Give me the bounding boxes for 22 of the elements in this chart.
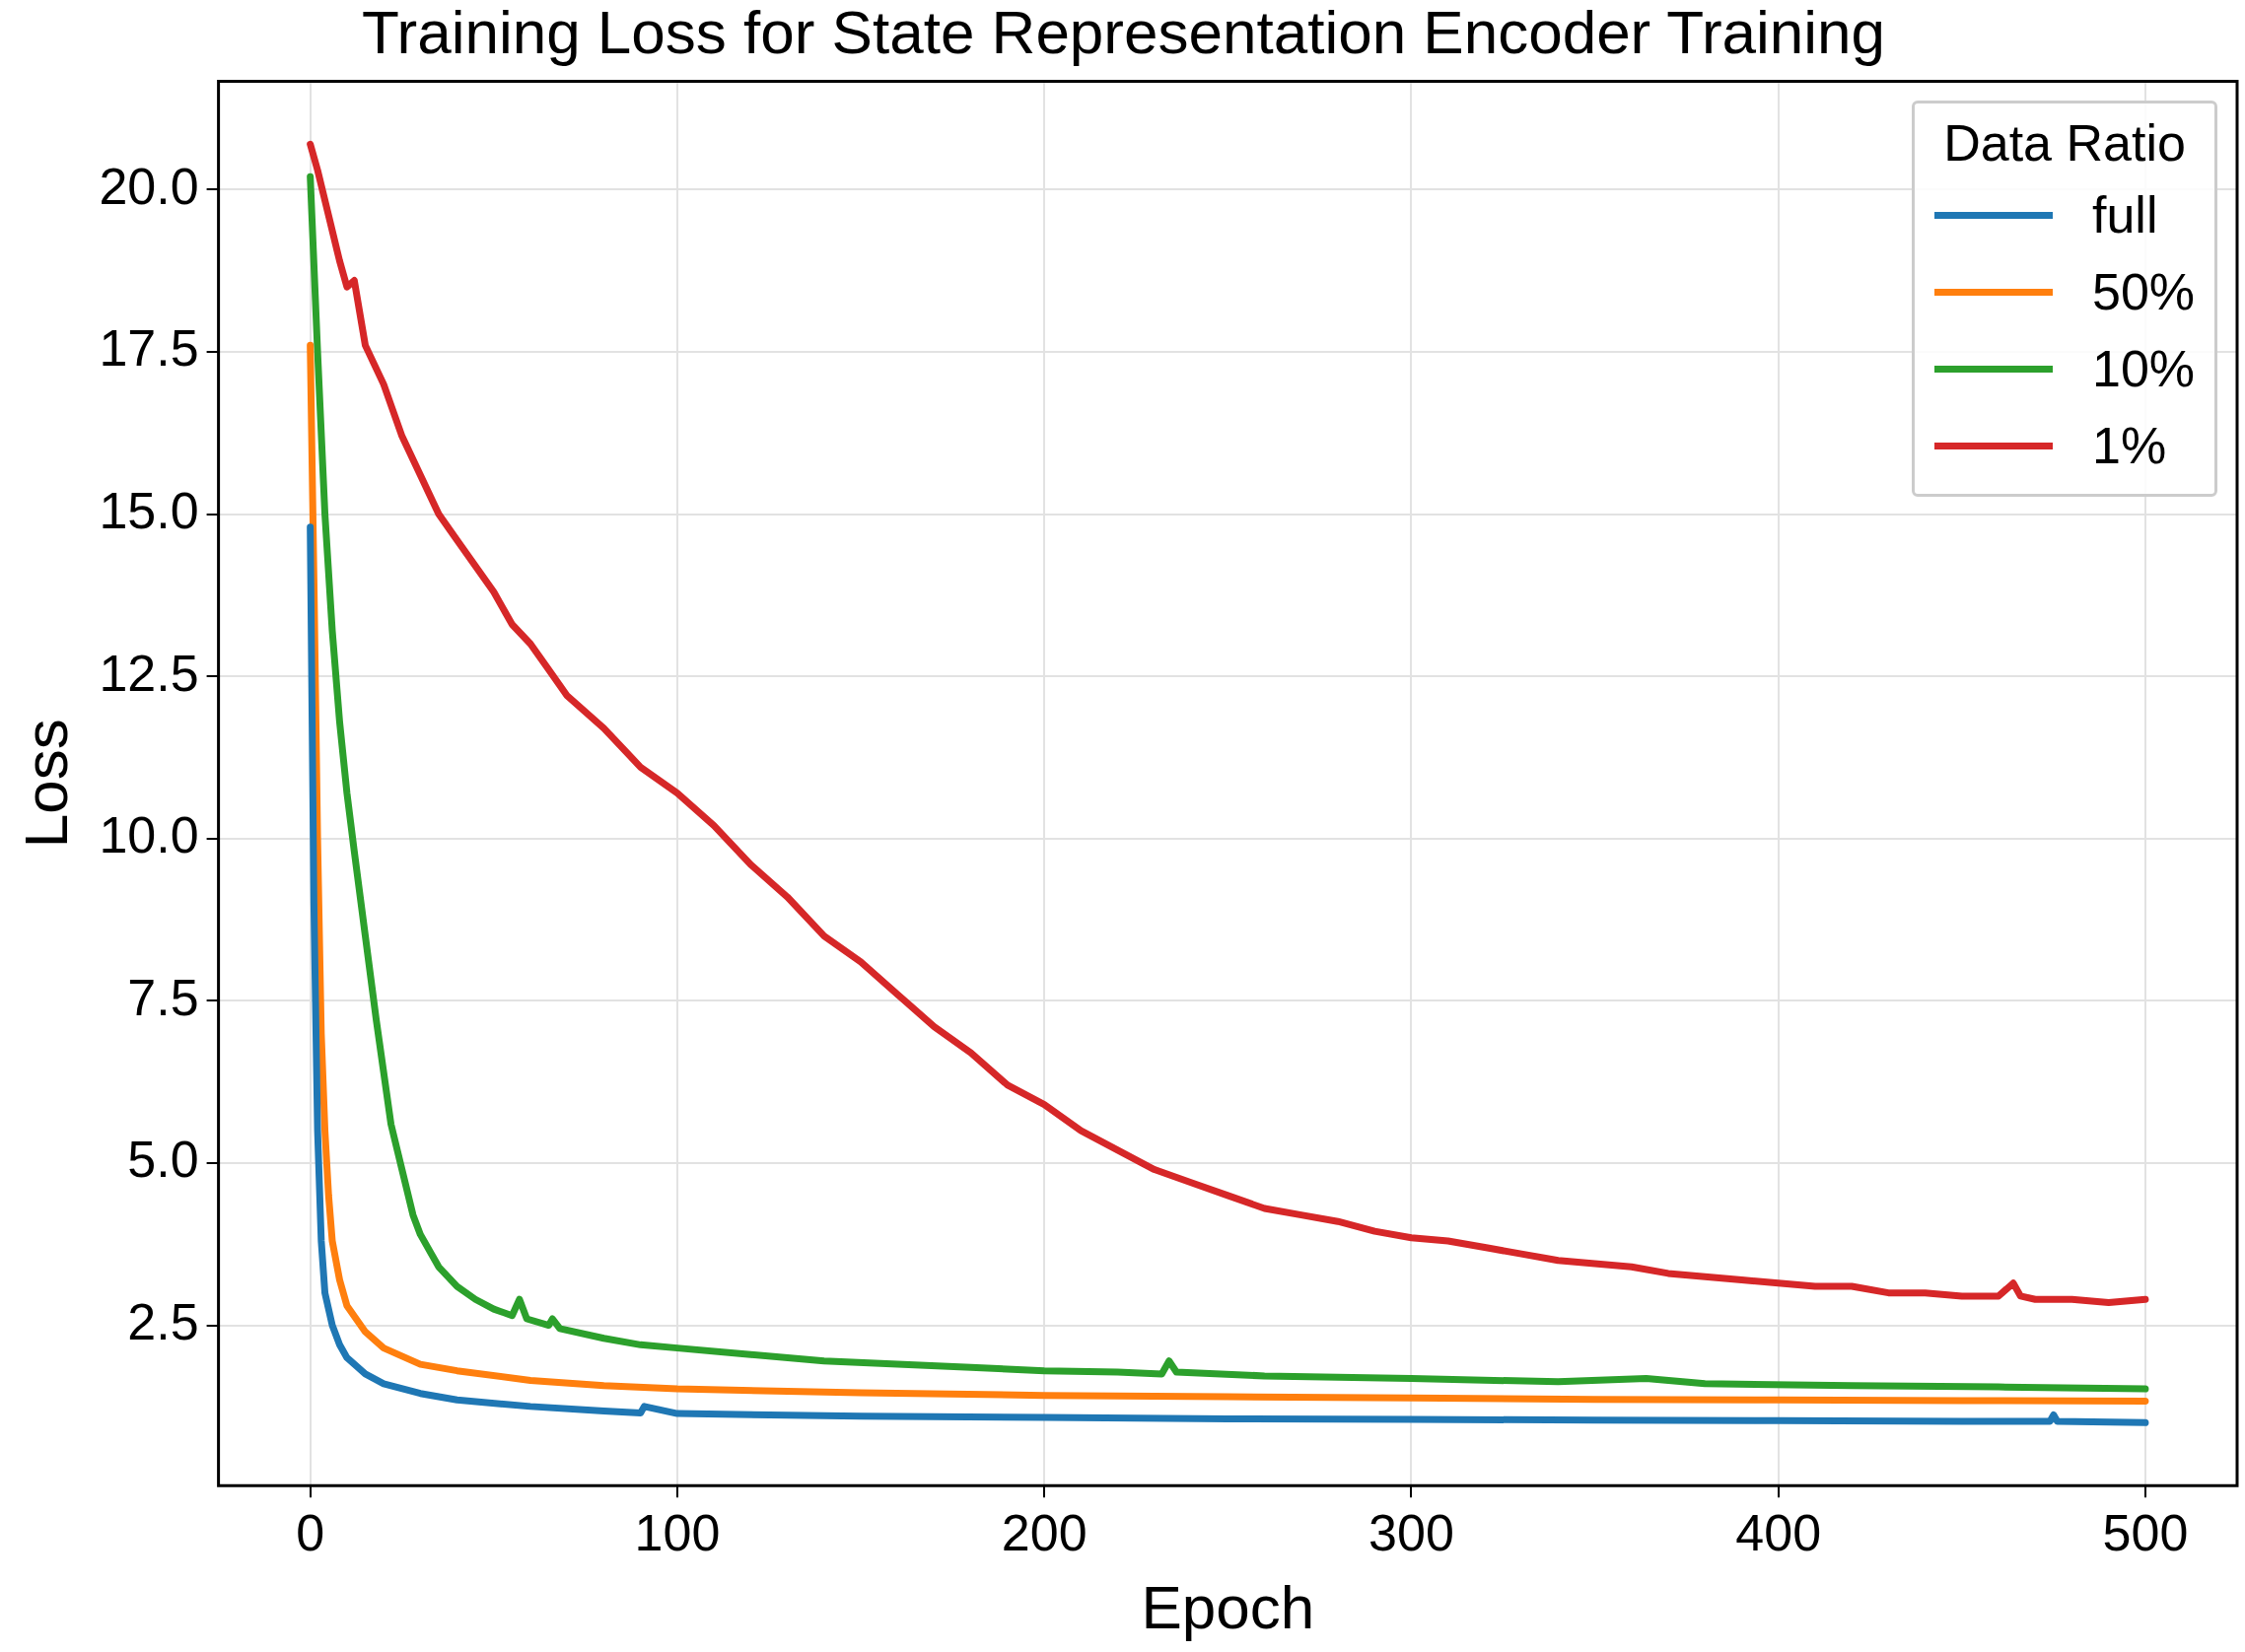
legend-label: full: [2092, 185, 2158, 245]
x-tick-label: 300: [1368, 1503, 1454, 1561]
x-tick-label: 100: [634, 1503, 721, 1561]
x-tick-label: 200: [1001, 1503, 1087, 1561]
legend-label: 10%: [2092, 339, 2196, 399]
legend-label: 50%: [2092, 262, 2196, 322]
legend-label: 1%: [2092, 416, 2167, 476]
y-tick-label: 2.5: [127, 1292, 199, 1350]
chart-title: Training Loss for State Representation Encoder Training: [361, 0, 1886, 67]
legend-title: Data Ratio: [1942, 113, 2187, 173]
x-axis-title: Epoch: [1141, 1572, 1315, 1641]
y-tick-label: 7.5: [127, 968, 199, 1026]
y-tick-label: 12.5: [99, 644, 199, 702]
y-tick-label: 15.0: [99, 481, 199, 539]
y-tick-label: 5.0: [127, 1131, 199, 1189]
y-axis-title: Loss: [12, 719, 81, 849]
y-tick-label: 17.5: [99, 319, 199, 378]
y-tick-label: 10.0: [99, 806, 199, 864]
x-tick-label: 400: [1735, 1503, 1822, 1561]
y-tick-label: 20.0: [99, 157, 199, 215]
x-tick-label: 0: [296, 1503, 325, 1561]
x-tick-label: 500: [2102, 1503, 2189, 1561]
